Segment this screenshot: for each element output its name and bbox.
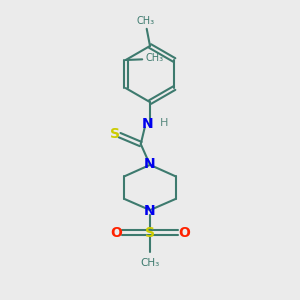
- Text: N: N: [144, 204, 156, 218]
- Text: CH₃: CH₃: [140, 258, 160, 268]
- Text: O: O: [178, 226, 190, 240]
- Text: O: O: [110, 226, 122, 240]
- Text: N: N: [142, 117, 153, 131]
- Text: S: S: [145, 226, 155, 240]
- Text: S: S: [110, 128, 120, 142]
- Text: H: H: [160, 118, 168, 128]
- Text: N: N: [144, 157, 156, 170]
- Text: CH₃: CH₃: [137, 16, 155, 26]
- Text: CH₃: CH₃: [145, 53, 163, 63]
